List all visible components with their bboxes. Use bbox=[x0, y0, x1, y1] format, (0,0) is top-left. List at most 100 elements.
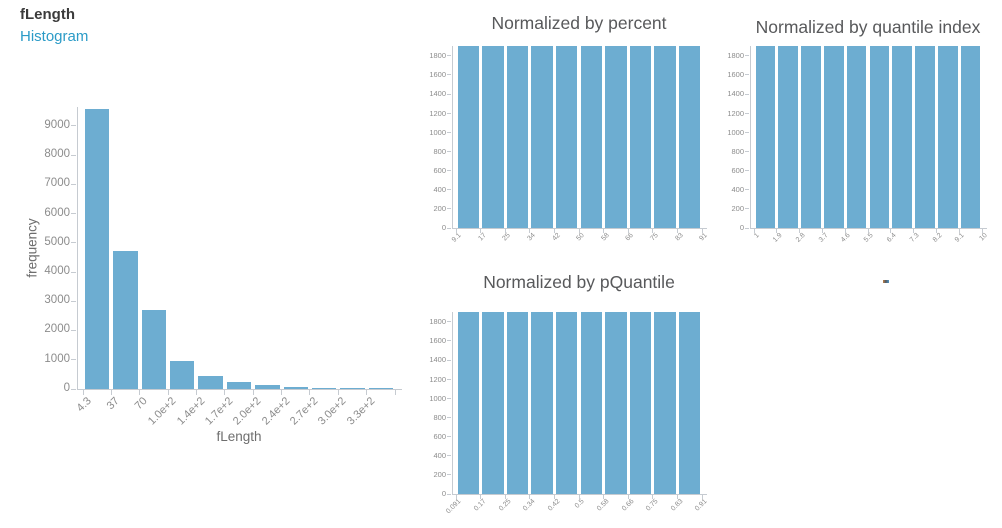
plot-area-percent bbox=[452, 46, 707, 229]
y-tick-label: 5000 bbox=[44, 235, 70, 248]
y-tick-label: 1000 bbox=[429, 127, 446, 137]
x-tick bbox=[139, 390, 141, 395]
y-tick-label: 0 bbox=[739, 223, 744, 233]
histogram-bar bbox=[937, 46, 958, 228]
y-tick bbox=[71, 154, 76, 156]
x-tick bbox=[578, 495, 580, 499]
y-tick-label: 400 bbox=[433, 451, 446, 461]
x-tick-label: 4.6 bbox=[840, 232, 853, 244]
x-tick bbox=[652, 495, 654, 499]
x-tick bbox=[504, 495, 506, 499]
y-tick-label: 7000 bbox=[44, 177, 70, 190]
x-tick bbox=[776, 229, 778, 233]
y-tick bbox=[447, 208, 451, 210]
y-tick bbox=[447, 170, 451, 172]
x-tick-label: 9.1 bbox=[954, 232, 967, 244]
y-tick-label: 1600 bbox=[429, 336, 446, 346]
histogram-bar bbox=[85, 108, 110, 389]
x-tick bbox=[252, 390, 254, 395]
histogram-bar bbox=[846, 46, 867, 228]
x-tick-label: 1.4e+2 bbox=[174, 395, 207, 428]
y-tick-label: 800 bbox=[433, 412, 446, 422]
y-tick bbox=[447, 131, 451, 133]
x-tick-label: 17 bbox=[477, 232, 488, 243]
histogram-bar bbox=[605, 46, 627, 228]
y-tick-label: 1600 bbox=[727, 70, 744, 80]
y-tick-label: 9000 bbox=[44, 118, 70, 131]
y-tick bbox=[71, 242, 76, 244]
artifact-dot bbox=[883, 280, 889, 283]
histogram-bar bbox=[482, 312, 504, 494]
y-tick bbox=[447, 74, 451, 76]
histogram-bar bbox=[915, 46, 935, 228]
x-tick-label: 6.4 bbox=[885, 232, 898, 244]
x-tick bbox=[935, 229, 937, 233]
x-tick-label: 2.8 bbox=[794, 232, 807, 244]
x-tick bbox=[676, 229, 678, 233]
x-tick-label: 91 bbox=[698, 232, 709, 243]
y-tick bbox=[71, 330, 76, 332]
y-tick-label: 8000 bbox=[44, 148, 70, 161]
y-tick bbox=[447, 359, 451, 361]
y-tick-label: 1400 bbox=[429, 355, 446, 365]
histogram-bar bbox=[113, 250, 138, 389]
y-tick bbox=[745, 170, 749, 172]
y-tick bbox=[745, 112, 749, 114]
histogram-bar bbox=[755, 46, 776, 228]
x-tick-label: 0.83 bbox=[669, 498, 685, 513]
y-tick-label: 1000 bbox=[44, 352, 70, 365]
y-tick bbox=[447, 189, 451, 191]
histogram-bar bbox=[506, 46, 529, 228]
y-tick bbox=[71, 359, 76, 361]
histogram-bar bbox=[368, 388, 393, 389]
x-tick bbox=[603, 229, 605, 233]
histogram-bar bbox=[506, 312, 529, 494]
histogram-bar bbox=[311, 387, 337, 389]
y-tick-label: 800 bbox=[731, 146, 744, 156]
chart-title-qidx: Normalized by quantile index bbox=[755, 17, 981, 37]
x-tick bbox=[480, 495, 482, 499]
x-tick bbox=[309, 390, 311, 395]
y-tick-label: 1200 bbox=[727, 108, 744, 118]
y-tick-label: 600 bbox=[731, 165, 744, 175]
x-tick-label: 9.1 bbox=[451, 232, 463, 244]
y-tick bbox=[745, 150, 749, 152]
y-tick bbox=[447, 474, 451, 476]
x-tick bbox=[455, 495, 457, 499]
x-tick-label: 0.091 bbox=[445, 498, 463, 516]
y-tick-label: 400 bbox=[731, 185, 744, 195]
plot-area-main bbox=[77, 107, 402, 390]
plot-area-pq bbox=[452, 312, 707, 495]
y-tick bbox=[745, 93, 749, 95]
y-tick-label: 200 bbox=[433, 204, 446, 214]
x-tick-label: 3.7 bbox=[817, 232, 830, 244]
histogram-bar bbox=[678, 312, 701, 494]
x-tick bbox=[504, 229, 506, 233]
x-tick-label: 1.0e+2 bbox=[146, 395, 179, 428]
histogram-link[interactable]: Histogram bbox=[20, 28, 89, 45]
x-axis-title: fLength bbox=[216, 429, 262, 444]
x-tick bbox=[480, 229, 482, 233]
y-tick-label: 1800 bbox=[429, 317, 446, 327]
x-tick bbox=[337, 390, 339, 395]
x-tick bbox=[701, 229, 703, 233]
histogram-bar bbox=[654, 46, 676, 228]
y-tick-label: 1000 bbox=[727, 127, 744, 137]
y-tick-label: 3000 bbox=[44, 294, 70, 307]
y-tick bbox=[447, 397, 451, 399]
x-tick bbox=[676, 495, 678, 499]
y-tick-label: 6000 bbox=[44, 206, 70, 219]
x-tick bbox=[867, 229, 869, 233]
x-tick bbox=[958, 229, 960, 233]
y-tick-label: 0 bbox=[441, 223, 446, 233]
x-tick-label: 2.4e+2 bbox=[259, 395, 293, 428]
x-tick-label: 0.5 bbox=[574, 498, 586, 510]
x-tick-label: 66 bbox=[624, 232, 636, 243]
histogram-bar bbox=[892, 46, 913, 228]
y-tick bbox=[447, 93, 451, 95]
x-tick-label: 42 bbox=[550, 232, 562, 243]
y-tick-label: 200 bbox=[433, 470, 446, 480]
y-tick bbox=[745, 55, 749, 57]
chart-title-percent: Normalized by percent bbox=[491, 13, 667, 33]
y-tick bbox=[745, 131, 749, 133]
